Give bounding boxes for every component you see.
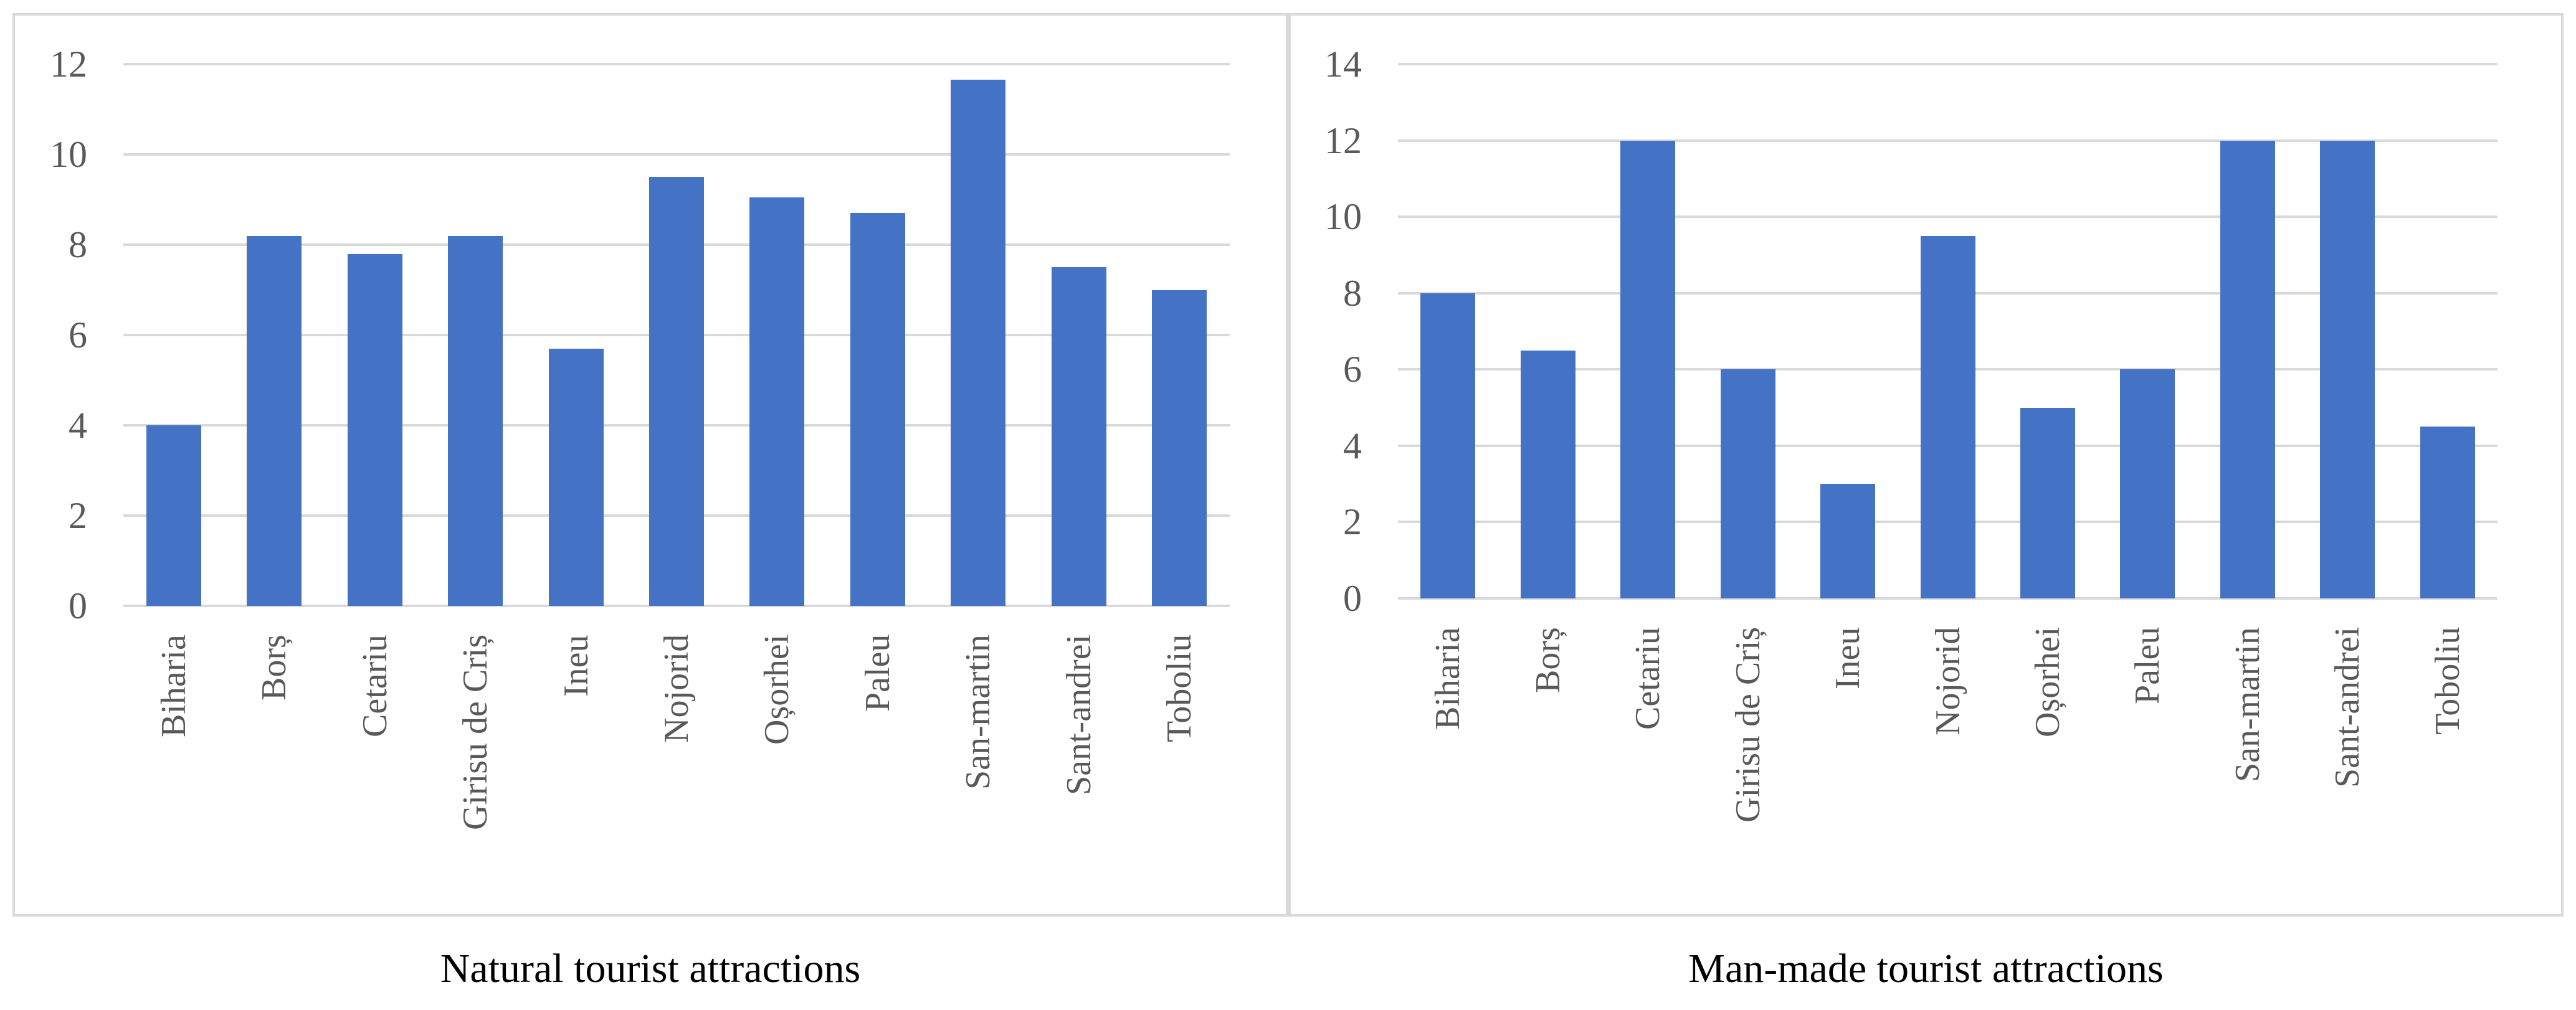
bar-9 bbox=[2320, 140, 2375, 598]
y-axis-tick-label: 12 bbox=[50, 44, 87, 85]
x-axis-category-label: Nojorid bbox=[1928, 627, 1967, 736]
bar-5 bbox=[649, 177, 704, 606]
y-axis-tick-label: 8 bbox=[1343, 272, 1362, 314]
bar-0 bbox=[146, 425, 201, 606]
bar-6 bbox=[2020, 407, 2075, 598]
gridline-y12 bbox=[123, 63, 1230, 65]
y-axis-tick-label: 0 bbox=[1343, 578, 1362, 619]
x-axis-category-label: Borș bbox=[1528, 627, 1567, 693]
bar-2 bbox=[1620, 140, 1676, 598]
y-axis-tick-label: 14 bbox=[1324, 44, 1362, 85]
bar-8 bbox=[2220, 140, 2275, 598]
gridline-y12 bbox=[1398, 139, 2498, 142]
x-axis-category-label: Cetariu bbox=[355, 635, 394, 737]
caption-man-made: Man-made tourist attractions bbox=[1688, 946, 2164, 991]
x-axis-category-label: Ineu bbox=[1828, 627, 1868, 689]
y-axis-tick-label: 0 bbox=[69, 585, 87, 626]
x-axis-category-label: Ineu bbox=[556, 635, 596, 697]
bar-3 bbox=[448, 235, 503, 606]
x-axis-category-label: Sant-andrei bbox=[1059, 635, 1098, 796]
bar-7 bbox=[2120, 369, 2175, 598]
x-axis-category-label: Girisu de Criș bbox=[1728, 627, 1767, 823]
x-axis-category-label: Oșorhei bbox=[2028, 627, 2067, 738]
chart-panel-man-made: 0 2 4 6 8 10 12 14 Biharia Borș Cetariu Girisu de C… bbox=[1288, 13, 2564, 917]
bar-2 bbox=[347, 253, 402, 606]
bar-9 bbox=[1051, 267, 1106, 606]
gridline-y14 bbox=[1398, 63, 2498, 65]
bar-5 bbox=[1920, 235, 1975, 598]
y-axis-tick-label: 8 bbox=[69, 224, 87, 265]
x-axis-category-label: Sant-andrei bbox=[2328, 627, 2367, 788]
bar-10 bbox=[2420, 427, 2475, 598]
bar-4 bbox=[548, 348, 604, 606]
x-axis-category-label: Biharia bbox=[154, 635, 193, 737]
y-axis-tick-label: 12 bbox=[1324, 120, 1362, 161]
gridline-y10 bbox=[123, 153, 1230, 156]
y-axis-tick-label: 2 bbox=[69, 495, 87, 536]
y-axis-tick-label: 10 bbox=[1324, 196, 1362, 238]
gridline-y0 bbox=[123, 605, 1230, 607]
x-axis-category-label: Borș bbox=[255, 635, 294, 701]
y-axis-tick-label: 6 bbox=[1343, 349, 1362, 390]
y-axis-tick-label: 4 bbox=[69, 405, 87, 446]
x-axis-category-label: Paleu bbox=[2128, 627, 2167, 705]
x-axis-category-label: San-martin bbox=[959, 635, 998, 790]
bar-8 bbox=[951, 80, 1006, 606]
y-axis-tick-label: 2 bbox=[1343, 501, 1362, 543]
y-axis-tick-label: 6 bbox=[69, 314, 87, 356]
caption-natural: Natural tourist attractions bbox=[440, 946, 861, 991]
y-axis-tick-label: 4 bbox=[1343, 425, 1362, 466]
gridline-y10 bbox=[1398, 215, 2498, 219]
bar-1 bbox=[1520, 350, 1576, 598]
x-axis-category-label: Oșorhei bbox=[758, 635, 797, 745]
x-axis-category-label: Biharia bbox=[1428, 627, 1468, 730]
x-axis-category-label: Nojorid bbox=[657, 635, 696, 743]
bar-4 bbox=[1820, 484, 1876, 598]
chart-panel-natural: 0 2 4 6 8 10 12 Biharia Borș Cetariu Girisu de Cri… bbox=[12, 13, 1288, 917]
x-axis-category-label: Toboliu bbox=[2428, 627, 2467, 735]
x-axis-category-label: Cetariu bbox=[1628, 627, 1668, 730]
x-axis-category-label: Paleu bbox=[858, 635, 897, 712]
x-axis-category-label: Toboliu bbox=[1160, 635, 1199, 743]
bar-0 bbox=[1420, 293, 1476, 598]
x-axis-category-label: Girisu de Criș bbox=[456, 635, 495, 831]
bar-10 bbox=[1152, 290, 1207, 606]
gridline-y0 bbox=[1398, 597, 2498, 600]
bar-6 bbox=[749, 197, 805, 606]
bar-1 bbox=[247, 235, 302, 606]
y-axis-tick-label: 10 bbox=[50, 134, 87, 175]
bar-7 bbox=[850, 213, 905, 606]
bar-3 bbox=[1720, 369, 1775, 598]
x-axis-category-label: San-martin bbox=[2228, 627, 2267, 782]
